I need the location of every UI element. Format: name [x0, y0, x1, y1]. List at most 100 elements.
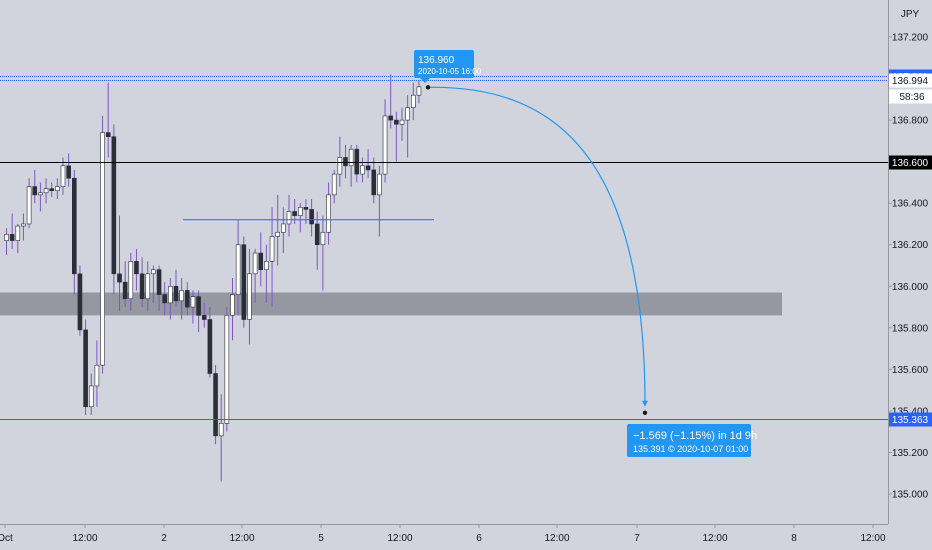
- candle: [38, 182, 43, 212]
- candle: [100, 115, 105, 374]
- candle-body-down: [258, 252, 264, 270]
- candle: [326, 182, 331, 245]
- candle-body-up: [21, 223, 26, 227]
- candle: [72, 169, 77, 295]
- candle-body-up: [247, 273, 252, 320]
- candle-body-down: [122, 281, 128, 300]
- candle: [275, 194, 281, 266]
- price-tick-label: 136.800: [892, 116, 929, 127]
- candle-body-up: [100, 132, 105, 366]
- candle-body-down: [354, 148, 360, 175]
- candle: [49, 182, 55, 197]
- price-tag-label: 136.994: [892, 76, 929, 87]
- price-tick-label: 136.200: [892, 240, 929, 251]
- candle-body-down: [213, 373, 218, 437]
- candle-body-up: [60, 165, 66, 187]
- anchor-point-end[interactable]: [642, 410, 648, 415]
- candle: [360, 157, 365, 183]
- candle: [156, 265, 162, 312]
- candle: [15, 223, 21, 254]
- candle-body-up: [382, 115, 388, 175]
- projection-label-background: [627, 424, 751, 457]
- horizontal-136600-tag: 136.600: [889, 155, 932, 170]
- candle: [190, 290, 196, 324]
- price-tag-background: [889, 412, 932, 427]
- candle-body-up: [275, 231, 281, 237]
- candle: [331, 169, 337, 204]
- candle: [314, 211, 320, 270]
- countdown-tag: 58:36: [889, 89, 932, 104]
- candle: [168, 277, 173, 320]
- candle: [371, 157, 377, 204]
- candle-body-up: [151, 269, 156, 275]
- candle: [32, 169, 38, 204]
- candle-body-up: [286, 211, 292, 225]
- price-tick-label: 136.400: [892, 199, 929, 210]
- candle: [185, 282, 190, 316]
- candle-body-down: [303, 207, 309, 210]
- candle: [286, 194, 292, 237]
- time-tick-label: 12:00: [702, 533, 727, 544]
- anchor-point-start[interactable]: [425, 85, 431, 90]
- candle-body-down: [185, 290, 190, 308]
- level-136994-tag: 136.994: [889, 73, 932, 88]
- countdown-background: [889, 89, 932, 104]
- candle-body-down: [292, 211, 297, 216]
- projection-change: −1.569 (−1.15%) in 1d 9h: [633, 430, 757, 442]
- time-tick-label: 8: [791, 533, 797, 544]
- candle-body-up: [4, 234, 9, 241]
- candle: [377, 165, 382, 237]
- time-tick-label: 2: [161, 533, 167, 544]
- candle-body-up: [88, 385, 94, 408]
- candle-body-up: [26, 186, 32, 225]
- candle-body-up: [348, 148, 354, 167]
- candle: [111, 124, 117, 295]
- candle-body-up: [331, 173, 337, 196]
- time-tick-label: 12:00: [860, 533, 885, 544]
- projection-label: −1.569 (−1.15%) in 1d 9h 135.391 © 2020-1…: [627, 424, 757, 457]
- time-tick-label: 12:00: [229, 533, 254, 544]
- candle: [343, 145, 348, 179]
- candle: [281, 207, 286, 254]
- candle-body-down: [32, 186, 38, 196]
- candle-body-down: [139, 273, 145, 300]
- arrowhead-icon: [642, 400, 648, 407]
- candle-body-down: [117, 273, 122, 283]
- candle: [235, 219, 241, 316]
- candle: [134, 248, 139, 291]
- price-tick-label: 135.800: [892, 323, 929, 334]
- candle: [94, 340, 100, 407]
- candle-body-up: [94, 364, 100, 387]
- currency-label: JPY: [901, 9, 920, 20]
- candle: [365, 149, 371, 179]
- candle: [4, 228, 9, 256]
- candle: [252, 248, 258, 303]
- candle: [388, 74, 394, 129]
- time-tick-label: Oct: [0, 533, 13, 544]
- time-tick-label: 7: [634, 533, 640, 544]
- candle: [213, 365, 218, 445]
- candle-body-up: [264, 261, 269, 270]
- candle-body-down: [241, 244, 247, 320]
- projection-arc[interactable]: [427, 86, 646, 405]
- supply-demand-zone[interactable]: [0, 292, 782, 316]
- zone-rectangle[interactable]: [0, 292, 782, 316]
- time-axis[interactable]: Oct 12:00 2 12:00 5 12:00 6 12:00 7 12:00 8 12:00: [0, 524, 886, 544]
- candle-body-down: [134, 261, 139, 275]
- candle: [128, 253, 134, 312]
- candle: [21, 213, 26, 241]
- candle: [77, 265, 83, 337]
- candle-body-down: [162, 294, 167, 304]
- price-tick-label: 135.600: [892, 365, 929, 376]
- candle: [297, 203, 303, 233]
- candle: [394, 111, 399, 162]
- candle-body-down: [201, 315, 207, 320]
- candle: [320, 215, 326, 291]
- candle-body-down: [343, 157, 348, 167]
- candle-body-up: [297, 207, 303, 216]
